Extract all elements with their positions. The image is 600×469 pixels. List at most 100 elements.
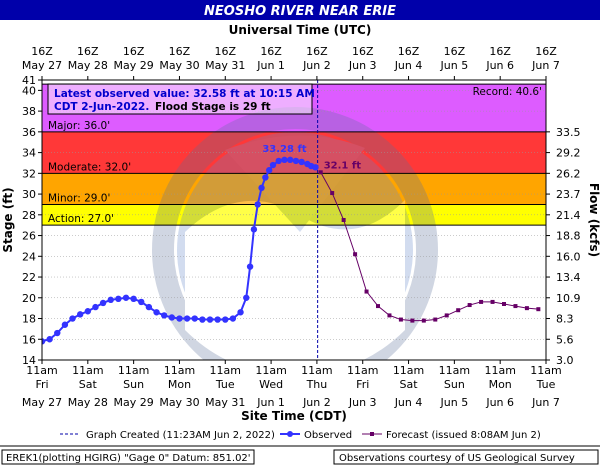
- cdt-tick-date-7: Jun 3: [348, 396, 377, 409]
- legend-observed-marker: [287, 431, 293, 437]
- legend: Graph Created (11:23AM Jun 2, 2022) Obse…: [60, 430, 541, 441]
- cdt-tick-time-5: 11am: [255, 364, 286, 377]
- cdt-tick-day-8: Sat: [400, 378, 419, 391]
- utc-tick-date-2: May 29: [114, 59, 154, 72]
- observed-point-37: [286, 156, 294, 164]
- stage-tick-label-38: 38: [22, 105, 36, 118]
- forecast-point-5: [376, 304, 380, 309]
- utc-tick-time-5: 16Z: [260, 45, 282, 58]
- forecast-point-8: [410, 318, 415, 323]
- watermark-ring: [152, 107, 438, 360]
- stage-tick-label-40: 40: [22, 84, 36, 97]
- forecast-point-16: [502, 302, 506, 306]
- observed-point-21: [199, 316, 206, 323]
- footer-right-box: [333, 449, 599, 465]
- observed-point-20: [191, 315, 198, 322]
- cdt-tick-day-2: Sun: [123, 378, 144, 391]
- observed-point-16: [160, 312, 168, 319]
- cdt-tick-date-11: Jun 7: [531, 396, 560, 409]
- stage-tick-label-22: 22: [22, 271, 36, 284]
- forecast-point-7: [398, 317, 403, 322]
- stage-tick-label-26: 26: [22, 230, 36, 243]
- plot-frame: [41, 79, 547, 361]
- stage-tick-label-24: 24: [22, 250, 36, 263]
- forecast-point-1: [330, 191, 335, 196]
- observed-point-6: [84, 308, 92, 315]
- observed-point-26: [237, 309, 244, 316]
- observed-point-9: [107, 296, 114, 304]
- observed-point-29: [250, 226, 258, 233]
- series-layer: [42, 80, 541, 360]
- utc-tick-time-0: 16Z: [31, 45, 53, 58]
- legend-forecast-marker: [370, 432, 374, 436]
- utc-tick-time-1: 16Z: [77, 45, 99, 58]
- cdt-tick-date-0: May 27: [22, 396, 62, 409]
- forecast-point-17: [513, 304, 518, 309]
- utc-tick-time-9: 16Z: [444, 45, 466, 58]
- cdt-tick-date-5: Jun 1: [256, 396, 285, 409]
- stage-tick-label-20: 20: [22, 292, 36, 305]
- observed-info-box: Latest observed value: 32.58 ft at 10:15…: [47, 83, 315, 115]
- threshold-label-minor: Minor: 29.0': [48, 192, 110, 204]
- cdt-tick-date-6: Jun 2: [302, 396, 331, 409]
- forecast-start-label: 32.1 ft: [324, 160, 362, 171]
- cdt-tick-time-1: 11am: [72, 364, 103, 377]
- observed-point-15: [153, 309, 160, 316]
- threshold-label-major: Major: 36.0': [48, 120, 110, 132]
- threshold-label-action: Action: 27.0': [48, 213, 114, 225]
- cdt-tick-day-3: Mon: [168, 378, 191, 391]
- observed-point-27: [243, 294, 250, 301]
- legend-observed-label: Observed: [304, 430, 352, 441]
- cdt-tick-time-11: 11am: [530, 364, 561, 377]
- forecast-point-11: [444, 313, 449, 318]
- flow-tick-label-2: 8.3: [556, 313, 574, 326]
- watermark-disc: [177, 132, 413, 360]
- legend-forecast-label: Forecast (issued 8:08AM Jun 2): [386, 430, 541, 441]
- footer-gage-datum: EREK1(plotting HGIRG) "Gage 0" Datum: 85…: [6, 453, 251, 464]
- utc-tick-time-7: 16Z: [352, 45, 374, 58]
- flow-tick-label-5: 16.0: [556, 250, 581, 263]
- utc-tick-time-8: 16Z: [398, 45, 420, 58]
- observed-point-35: [275, 157, 282, 165]
- stage-tick-label-14: 14: [22, 354, 36, 367]
- utc-tick-time-4: 16Z: [214, 45, 236, 58]
- utc-tick-date-10: Jun 6: [485, 59, 514, 72]
- threshold-label-moderate: Moderate: 32.0': [48, 161, 131, 173]
- cdt-tick-time-6: 11am: [301, 364, 332, 377]
- stage-tick-label-28: 28: [22, 209, 36, 222]
- utc-tick-date-6: Jun 2: [302, 59, 331, 72]
- observed-point-14: [145, 303, 153, 311]
- cdt-tick-date-4: May 31: [205, 396, 245, 409]
- footer-left-box: [1, 449, 255, 465]
- cdt-tick-date-8: Jun 4: [394, 396, 423, 409]
- observed-point-18: [176, 315, 183, 322]
- flow-tick-label-9: 26.2: [556, 167, 581, 180]
- flow-tick-label-3: 10.9: [556, 292, 581, 305]
- cdt-tick-time-4: 11am: [210, 364, 241, 377]
- title-banner: [0, 0, 600, 20]
- forecast-point-6: [387, 313, 392, 318]
- utc-tick-time-11: 16Z: [535, 45, 557, 58]
- noaa-watermark: [152, 107, 438, 360]
- utc-tick-date-0: May 27: [22, 59, 62, 72]
- forecast-point-3: [353, 252, 358, 257]
- forecast-point-15: [490, 299, 495, 304]
- observed-point-3: [61, 321, 69, 328]
- utc-tick-time-3: 16Z: [169, 45, 191, 58]
- observed-point-32: [262, 174, 269, 181]
- y-axis-title-stage: Stage (ft): [1, 187, 15, 252]
- bottom-axis-title: Site Time (CDT): [241, 409, 347, 423]
- flow-tick-label-7: 21.4: [556, 209, 581, 222]
- observed-point-2: [54, 329, 61, 337]
- cdt-tick-time-2: 11am: [118, 364, 149, 377]
- observed-point-39: [298, 158, 305, 166]
- observed-point-30: [254, 201, 261, 208]
- flow-tick-label-8: 23.7: [556, 188, 581, 201]
- utc-tick-date-5: Jun 1: [256, 59, 285, 72]
- observed-point-10: [115, 295, 122, 303]
- forecast-point-9: [421, 318, 426, 323]
